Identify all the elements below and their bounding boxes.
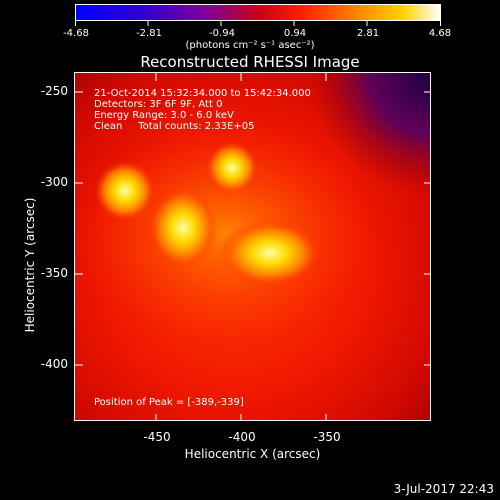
image-title: Reconstructed RHESSI Image — [140, 53, 360, 71]
colorbar — [75, 4, 441, 21]
colorbar-tick-label: -4.68 — [63, 28, 89, 39]
x-tick-label: -450 — [143, 430, 171, 444]
colorbar-tick-label: 2.81 — [356, 28, 380, 39]
y-tick-label: -350 — [40, 266, 68, 280]
colorbar-ticks — [75, 21, 441, 27]
colorbar-tick-label: -0.94 — [209, 28, 235, 39]
x-tick-label: -350 — [313, 430, 341, 444]
annotation-counts: Clean Total counts: 2.33E+05 — [94, 121, 255, 132]
annotation-detectors: Detectors: 3F 6F 9F, Att 0 — [94, 99, 223, 110]
annotation-time: 21-Oct-2014 15:32:34.000 to 15:42:34.000 — [94, 88, 311, 99]
annotation-peak: Position of Peak = [-389,-339] — [94, 397, 244, 408]
y-tick-label: -250 — [40, 84, 68, 98]
annotation-energy: Energy Range: 3.0 - 6.0 keV — [94, 110, 234, 121]
colorbar-tick-label: -2.81 — [136, 28, 162, 39]
flare-image — [75, 73, 430, 420]
colorbar-units: (photons cm⁻² s⁻¹ asec⁻²) — [185, 40, 315, 51]
x-axis-label: Heliocentric X (arcsec) — [184, 447, 321, 461]
image-plot: 21-Oct-2014 15:32:34.000 to 15:42:34.000… — [74, 72, 431, 421]
y-tick-label: -300 — [40, 175, 68, 189]
y-tick-label: -400 — [40, 357, 68, 371]
x-tick-label: -400 — [228, 430, 256, 444]
colorbar-tick-label: 4.68 — [428, 28, 452, 39]
colorbar-tick-label: 0.94 — [283, 28, 307, 39]
axis-ticks — [75, 73, 430, 420]
y-axis-label: Heliocentric Y (arcsec) — [23, 197, 37, 333]
footer-date: 3-Jul-2017 22:43 — [393, 482, 494, 496]
